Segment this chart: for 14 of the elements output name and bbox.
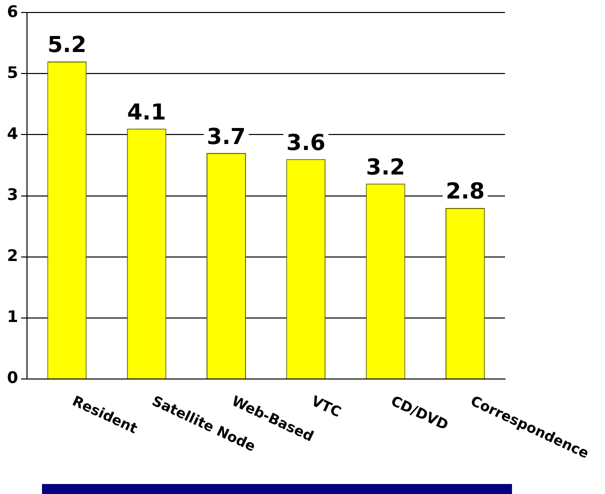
y-tick-label: 2 <box>6 246 18 266</box>
data-label: 3.7 <box>206 124 246 150</box>
x-tick-label: VTC <box>308 393 344 421</box>
y-tick-label: 0 <box>6 368 18 388</box>
data-label: 5.2 <box>47 33 86 58</box>
y-tick-label: 6 <box>6 2 18 21</box>
y-tick-label: 3 <box>6 184 18 204</box>
y-tick-label: 1 <box>6 307 18 326</box>
data-label: 3.2 <box>366 155 406 180</box>
data-label: 2.8 <box>446 180 485 205</box>
y-tick-label: 5 <box>6 62 18 82</box>
data-label: 4.1 <box>127 100 166 126</box>
y-tick-label: 4 <box>6 124 18 143</box>
data-label: 3.6 <box>286 130 326 156</box>
